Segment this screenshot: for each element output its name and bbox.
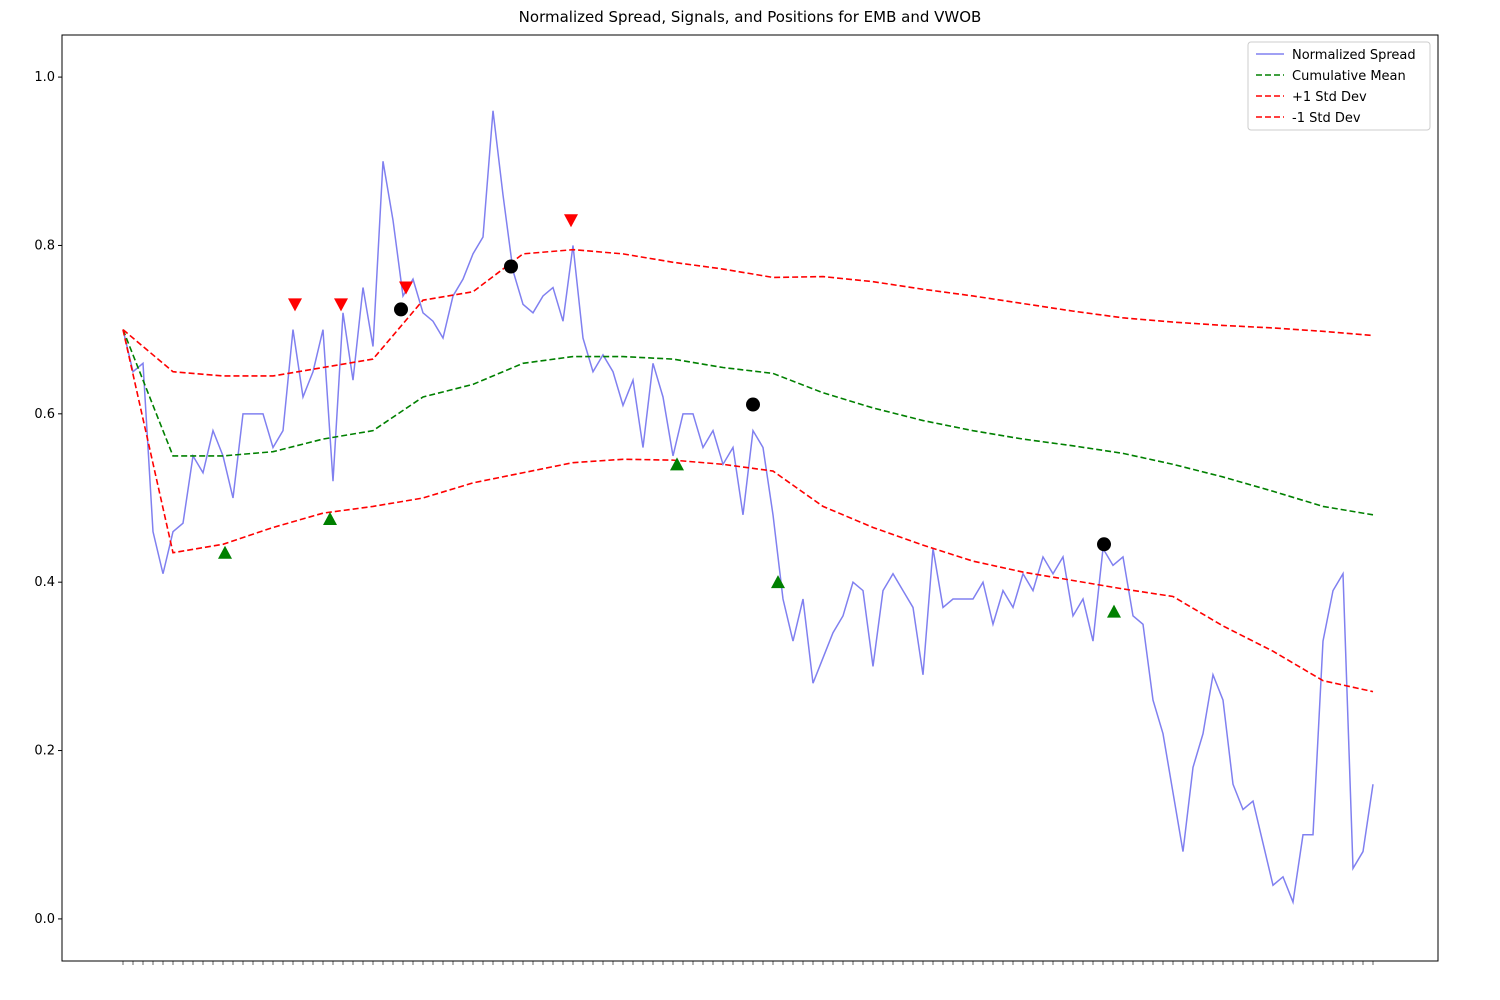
legend-label: Normalized Spread: [1292, 48, 1416, 63]
series-line: [122, 248, 1374, 377]
sell-marker: [564, 214, 578, 228]
exit-marker: [746, 397, 760, 412]
buy-marker: [323, 512, 337, 526]
plot-frame: [61, 34, 1439, 962]
y-tick-label: 0.2: [34, 744, 55, 759]
y-tick-label: 0.0: [34, 912, 55, 927]
legend-box: [1247, 41, 1431, 131]
series-line: [122, 329, 1374, 516]
buy-marker: [1107, 604, 1121, 618]
exit-marker: [1097, 537, 1111, 552]
exit-marker: [504, 259, 518, 274]
sell-marker: [334, 298, 348, 312]
series-line: [122, 110, 1374, 905]
chart-title: Normalized Spread, Signals, and Position…: [519, 8, 982, 26]
buy-marker: [670, 457, 684, 471]
buy-marker: [771, 575, 785, 589]
buy-marker: [218, 545, 232, 559]
sell-marker: [399, 281, 413, 295]
legend-label: -1 Std Dev: [1292, 111, 1361, 126]
y-tick-label: 0.8: [34, 238, 55, 253]
y-tick-label: 0.4: [34, 575, 55, 590]
sell-marker: [288, 298, 302, 312]
legend-label: +1 Std Dev: [1292, 90, 1367, 105]
y-tick-label: 0.6: [34, 407, 55, 422]
series-line: [122, 329, 1374, 693]
legend-label: Cumulative Mean: [1292, 69, 1406, 84]
exit-marker: [394, 302, 408, 317]
x-ticks: [122, 961, 1374, 965]
y-tick-label: 1.0: [34, 70, 55, 85]
legend: Normalized Spread Cumulative Mean +1 Std D…: [1247, 41, 1431, 131]
